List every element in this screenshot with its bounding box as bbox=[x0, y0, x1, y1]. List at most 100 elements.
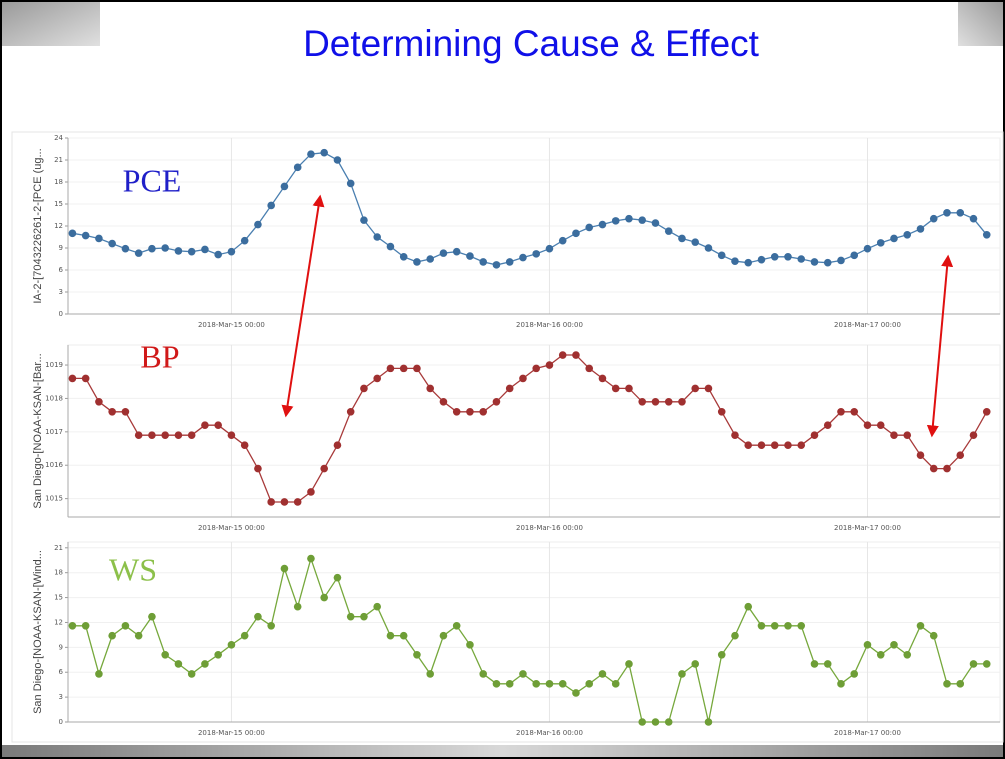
data-point bbox=[201, 245, 209, 254]
data-point bbox=[717, 407, 726, 416]
data-point bbox=[307, 554, 315, 563]
data-point bbox=[386, 631, 395, 640]
data-point bbox=[214, 421, 222, 429]
y-tick-label: 6 bbox=[59, 266, 64, 274]
data-point bbox=[572, 229, 580, 238]
y-axis-label: San Diego-[NOAA-KSAN-[Wind... bbox=[32, 550, 44, 714]
data-point bbox=[108, 407, 116, 416]
data-point bbox=[307, 488, 315, 496]
data-point bbox=[373, 374, 381, 383]
data-point bbox=[757, 255, 766, 264]
data-point bbox=[134, 431, 143, 439]
data-point bbox=[148, 612, 156, 621]
data-point bbox=[943, 464, 951, 473]
data-point bbox=[704, 384, 713, 393]
data-point bbox=[717, 251, 726, 260]
data-point bbox=[121, 407, 130, 416]
data-point bbox=[108, 239, 116, 248]
bottom-bar bbox=[2, 745, 1003, 757]
data-point bbox=[280, 498, 289, 506]
data-point bbox=[426, 670, 434, 678]
data-point bbox=[969, 660, 978, 668]
data-point bbox=[691, 238, 700, 246]
y-tick-label: 18 bbox=[54, 178, 63, 186]
data-point bbox=[320, 593, 328, 602]
data-point bbox=[254, 612, 262, 621]
data-point bbox=[943, 680, 951, 688]
data-point bbox=[929, 214, 938, 223]
data-point bbox=[360, 216, 368, 224]
data-point bbox=[876, 239, 885, 247]
data-point bbox=[386, 364, 395, 373]
data-point bbox=[413, 651, 421, 659]
data-point bbox=[227, 247, 236, 256]
arrow bbox=[281, 194, 325, 418]
data-point bbox=[466, 641, 474, 649]
data-point bbox=[572, 351, 580, 359]
data-point bbox=[346, 612, 355, 621]
data-point bbox=[585, 364, 594, 373]
data-point bbox=[134, 249, 143, 257]
data-point bbox=[916, 621, 925, 630]
data-point bbox=[545, 680, 554, 688]
data-point bbox=[890, 234, 898, 243]
data-point bbox=[837, 407, 845, 416]
data-point bbox=[545, 244, 554, 253]
data-point bbox=[187, 247, 196, 256]
data-point bbox=[532, 680, 541, 688]
data-point bbox=[903, 431, 912, 439]
data-point bbox=[863, 421, 872, 429]
data-point bbox=[757, 621, 766, 630]
data-point bbox=[492, 680, 501, 688]
data-point bbox=[240, 236, 249, 245]
x-tick-label: 2018-Mar-17 00:00 bbox=[834, 524, 901, 532]
data-point bbox=[187, 431, 196, 439]
data-point bbox=[426, 384, 434, 393]
y-tick-label: 15 bbox=[54, 200, 63, 208]
data-line bbox=[72, 152, 988, 266]
y-tick-label: 18 bbox=[54, 569, 63, 577]
y-tick-label: 1017 bbox=[45, 428, 63, 436]
data-point bbox=[240, 441, 249, 449]
data-point bbox=[505, 384, 514, 393]
data-point bbox=[227, 641, 236, 649]
data-point bbox=[731, 257, 739, 266]
data-point bbox=[969, 214, 978, 223]
data-point bbox=[399, 631, 408, 640]
data-point bbox=[333, 573, 342, 582]
data-point bbox=[863, 244, 872, 253]
data-point bbox=[148, 244, 156, 253]
x-tick-label: 2018-Mar-15 00:00 bbox=[198, 729, 265, 737]
data-point bbox=[638, 397, 647, 406]
data-point bbox=[320, 464, 328, 473]
data-point bbox=[108, 631, 116, 640]
data-point bbox=[532, 250, 541, 258]
data-point bbox=[95, 670, 103, 678]
data-point bbox=[572, 689, 580, 697]
data-point bbox=[466, 252, 474, 260]
data-point bbox=[307, 150, 315, 158]
plot-area bbox=[67, 541, 1001, 723]
data-point bbox=[386, 242, 395, 251]
data-point bbox=[532, 364, 541, 373]
data-point bbox=[691, 660, 700, 668]
data-point bbox=[823, 421, 832, 429]
data-point bbox=[956, 209, 965, 217]
data-point bbox=[95, 397, 103, 406]
data-point bbox=[678, 670, 686, 678]
x-tick-label: 2018-Mar-16 00:00 bbox=[516, 729, 583, 737]
data-point bbox=[585, 223, 594, 232]
data-point bbox=[890, 641, 898, 649]
data-point bbox=[81, 621, 90, 630]
data-line bbox=[72, 354, 988, 503]
data-point bbox=[254, 220, 262, 229]
data-point bbox=[929, 631, 938, 640]
data-point bbox=[439, 397, 448, 406]
plot-area bbox=[67, 344, 1001, 518]
y-tick-label: 9 bbox=[59, 244, 63, 252]
data-point bbox=[201, 421, 209, 429]
data-point bbox=[863, 641, 872, 649]
data-point bbox=[823, 258, 832, 267]
data-point bbox=[452, 407, 461, 416]
data-point bbox=[731, 631, 739, 640]
